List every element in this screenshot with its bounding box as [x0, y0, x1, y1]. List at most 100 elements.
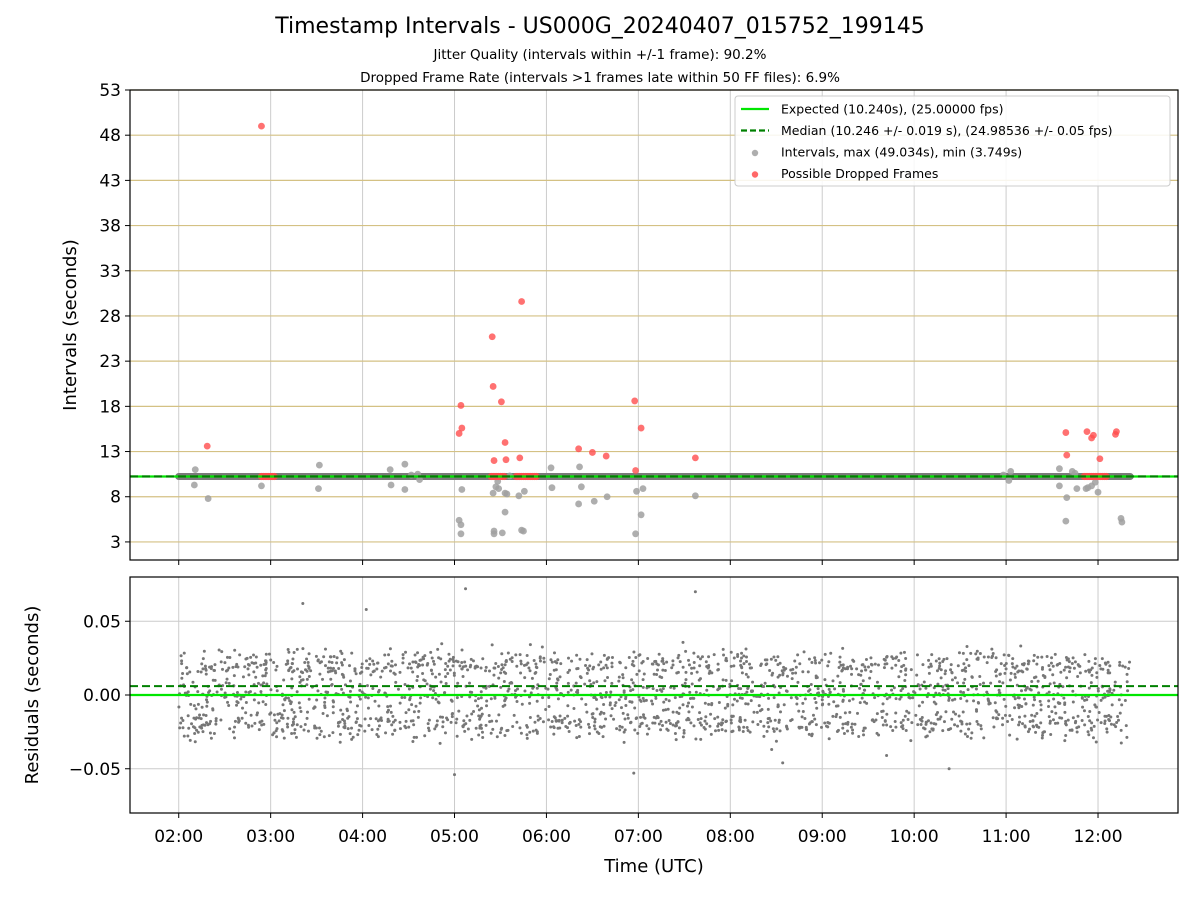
residual-point: [740, 666, 744, 670]
residual-point: [661, 708, 665, 712]
residual-point: [803, 717, 807, 721]
residual-point: [599, 660, 603, 664]
residual-point: [566, 671, 570, 675]
residual-point: [803, 697, 807, 701]
residual-point: [1123, 698, 1127, 702]
residual-point: [781, 671, 785, 675]
residual-point: [371, 687, 375, 691]
residual-point: [429, 668, 433, 672]
top-ytick-label-23: 23: [99, 352, 121, 372]
residual-point: [1037, 725, 1041, 729]
residual-point: [890, 688, 894, 692]
residual-point: [827, 660, 831, 664]
residual-point: [1008, 733, 1012, 737]
bottom-xtick-label-09:00: 09:00: [798, 827, 847, 847]
residual-point: [276, 712, 280, 716]
residual-point: [1066, 718, 1070, 722]
residual-point: [376, 727, 380, 731]
residual-point: [740, 651, 744, 655]
residual-point: [443, 691, 447, 695]
residual-point: [481, 657, 485, 661]
residual-point: [950, 717, 954, 721]
residual-point: [696, 655, 700, 659]
residual-point: [586, 666, 590, 670]
residual-point: [1107, 714, 1111, 718]
residual-point: [630, 678, 634, 682]
residual-point: [1003, 713, 1007, 717]
residual-point: [444, 681, 448, 685]
dropped-frame-point: [258, 122, 265, 130]
residual-point: [552, 715, 556, 719]
residual-point: [207, 690, 211, 694]
residual-point: [597, 731, 601, 735]
residual-point: [885, 712, 889, 716]
interval-point: [489, 489, 497, 497]
residual-point: [393, 718, 397, 722]
residual-point: [718, 686, 722, 690]
interval-point: [575, 500, 583, 508]
residual-point: [267, 652, 271, 656]
residual-point: [877, 733, 881, 737]
residual-point: [295, 647, 299, 651]
residual-point: [920, 715, 924, 719]
residual-point: [204, 721, 208, 725]
residual-point: [259, 690, 263, 694]
residual-point: [398, 727, 402, 731]
residual-point: [918, 717, 922, 721]
residual-point: [1051, 673, 1055, 677]
residual-point: [584, 664, 588, 668]
residual-point: [1075, 730, 1079, 734]
residual-point: [801, 701, 805, 705]
residual-point: [642, 672, 646, 676]
residuals-panel: 02:00 03:00 04:00 05:00 06:00 07:00 08:00 09:00…: [22, 576, 1179, 877]
residual-point: [602, 653, 606, 657]
residual-point: [269, 658, 273, 662]
residual-point: [1095, 675, 1099, 679]
residual-point: [918, 687, 922, 691]
residual-point: [317, 726, 321, 730]
residual-point: [1006, 719, 1010, 723]
residual-point: [871, 718, 875, 722]
residual-point: [401, 656, 405, 660]
residual-point: [745, 725, 749, 729]
residual-point: [558, 675, 562, 679]
residual-point: [1022, 697, 1026, 701]
residual-point: [335, 656, 339, 660]
residual-point: [492, 666, 496, 670]
residual-point: [181, 671, 185, 675]
residual-point: [575, 653, 579, 657]
residual-point: [635, 672, 639, 676]
residual-point: [455, 696, 459, 700]
residual-point: [944, 669, 948, 673]
residual-point: [710, 703, 714, 707]
residual-point: [587, 725, 591, 729]
residual-point: [1004, 662, 1008, 666]
residual-point: [350, 651, 354, 655]
residual-point: [190, 722, 194, 726]
residual-point: [855, 711, 859, 715]
residual-point: [186, 734, 190, 738]
residual-point: [859, 682, 863, 686]
residual-point: [490, 643, 494, 647]
residual-point: [417, 662, 421, 666]
residual-point: [358, 697, 362, 701]
residual-point: [924, 686, 928, 690]
residual-point: [678, 706, 682, 710]
residual-point: [341, 712, 345, 716]
residual-point: [1089, 668, 1093, 672]
residual-point: [231, 665, 235, 669]
residual-point: [244, 721, 248, 725]
residual-point: [1039, 708, 1043, 712]
residual-point: [657, 652, 661, 656]
residual-point: [1048, 668, 1052, 672]
residual-point: [333, 669, 337, 673]
residual-point: [534, 662, 538, 666]
residual-point: [868, 676, 872, 680]
residual-point: [411, 719, 415, 723]
residual-point: [225, 655, 229, 659]
residual-point: [559, 662, 563, 666]
residual-point: [365, 666, 369, 670]
residual-point: [617, 698, 621, 702]
residual-point: [661, 668, 665, 672]
residual-point: [301, 678, 305, 682]
